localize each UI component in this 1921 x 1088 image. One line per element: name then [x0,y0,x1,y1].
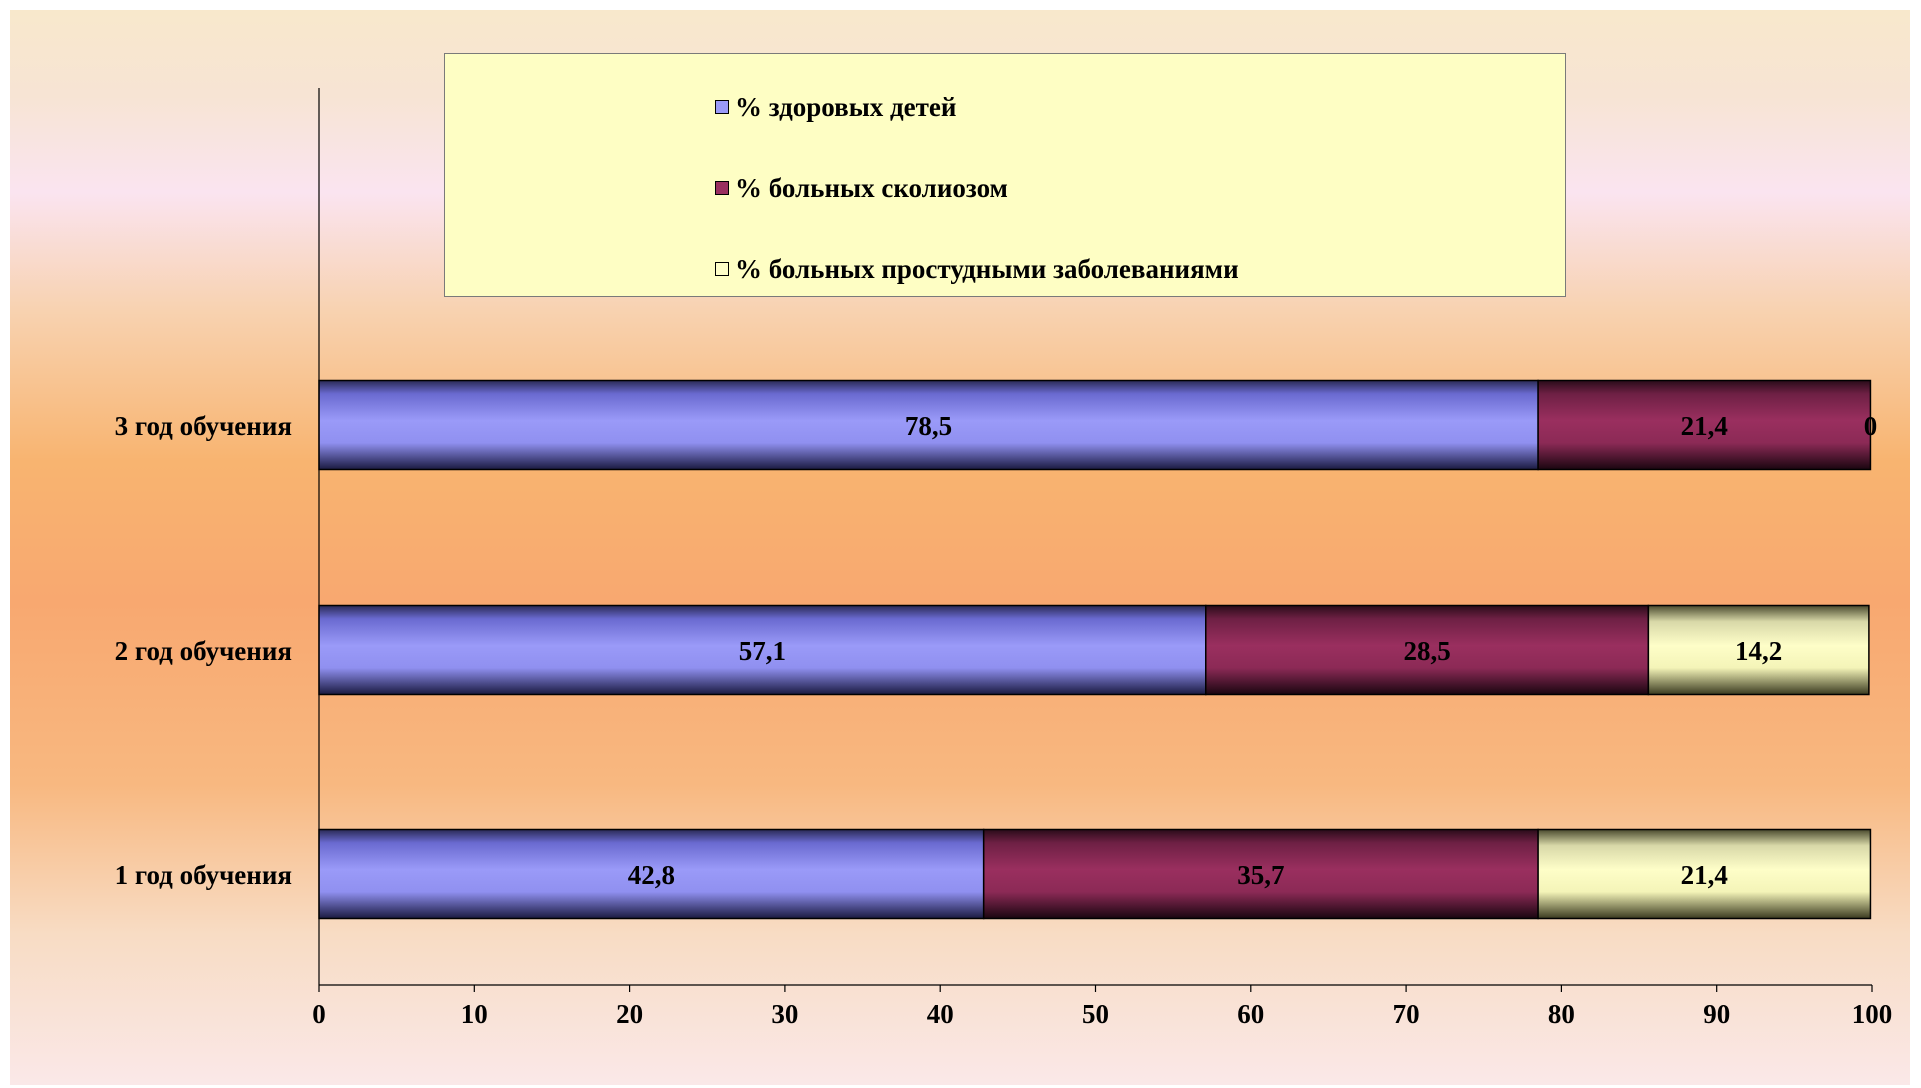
bar-segment [318,604,1207,696]
x-tick-label: 0 [312,999,326,1029]
bar-segment [318,379,1539,471]
x-tick-label: 100 [1852,999,1893,1029]
chart-legend: % здоровых детей % больных сколиозом % б… [444,53,1566,297]
x-tick-label: 80 [1548,999,1575,1029]
x-tick-label: 10 [461,999,488,1029]
bar-segment [1537,828,1872,920]
category-label: 1 год обучения [115,860,292,890]
data-label: 0 [1864,411,1878,441]
data-label: 28,5 [1403,636,1450,666]
legend-item-colds: % больных простудными заболеваниями [715,254,1239,284]
x-tick-label: 30 [771,999,798,1029]
legend-swatch-scoliosis [715,181,729,195]
legend-swatch-colds [715,262,729,276]
bar-segment [1205,604,1650,696]
x-tick-label: 40 [927,999,954,1029]
legend-item-healthy: % здоровых детей [715,92,956,122]
x-tick-label: 20 [616,999,643,1029]
x-tick-label: 60 [1237,999,1264,1029]
x-tick-label: 90 [1703,999,1730,1029]
legend-swatch-healthy [715,100,729,114]
data-label: 78,5 [905,411,952,441]
legend-label-healthy: % здоровых детей [735,91,957,122]
data-label: 21,4 [1681,860,1728,890]
data-label: 57,1 [739,636,786,666]
x-tick-label: 50 [1082,999,1109,1029]
legend-label-colds: % больных простудными заболеваниями [735,253,1239,284]
legend-item-scoliosis: % больных сколиозом [715,173,1008,203]
bar-segment [1537,379,1872,471]
category-label: 2 год обучения [115,636,292,666]
data-label: 21,4 [1681,411,1728,441]
legend-label-scoliosis: % больных сколиозом [735,172,1008,203]
x-tick-label: 70 [1393,999,1420,1029]
bar-segment [1647,604,1870,696]
data-label: 42,8 [628,860,675,890]
bar-segment [982,828,1539,920]
data-label: 35,7 [1237,860,1284,890]
category-label: 3 год обучения [115,411,292,441]
data-label: 14,2 [1735,636,1782,666]
